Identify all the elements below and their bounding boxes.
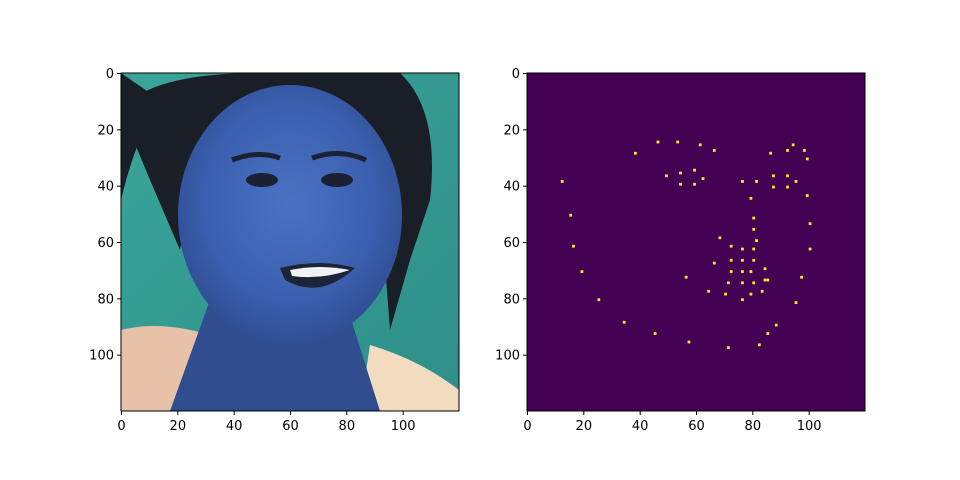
landmark-point [676, 140, 680, 144]
landmark-point [707, 289, 711, 293]
right-x-tick-label: 40 [632, 419, 649, 434]
landmark-point [794, 301, 798, 304]
landmark-point [701, 177, 705, 181]
landmark-point [679, 182, 682, 186]
left-y-tick-label: 60 [97, 236, 114, 251]
landmark-point [726, 346, 730, 350]
left-x-tick-label: 20 [170, 419, 187, 434]
landmark-point [741, 258, 744, 262]
landmark-point [698, 143, 702, 147]
landmark-point [729, 244, 733, 248]
landmark-point [687, 340, 691, 344]
landmark-point [791, 143, 795, 147]
landmark-point [580, 270, 584, 273]
mask-background [527, 73, 865, 411]
landmark-point [808, 222, 812, 226]
left-axis-ticks: 0 20 40 60 80 100 0 20 40 60 80 100 [89, 67, 415, 434]
right-x-tick-label: 100 [797, 419, 822, 434]
landmark-point [752, 247, 756, 251]
landmark-point [749, 196, 753, 200]
landmark-point [656, 140, 660, 144]
landmark-point [766, 278, 770, 282]
landmark-point [729, 258, 733, 262]
landmark-point [665, 174, 668, 178]
landmark-point [774, 323, 778, 327]
left-x-tick-label: 80 [339, 419, 356, 434]
left-y-tick-label: 20 [97, 123, 114, 138]
landmark-point [684, 275, 688, 279]
right-y-tick-label: 0 [512, 67, 520, 82]
right-y-tick-label: 80 [503, 292, 520, 307]
left-y-tick-label: 40 [97, 180, 114, 195]
landmark-point [622, 320, 626, 324]
landmark-point [726, 281, 730, 285]
left-x-tick-label: 40 [226, 419, 243, 434]
landmark-point [712, 261, 716, 265]
landmark-point [769, 151, 773, 155]
landmark-point [752, 216, 756, 220]
landmark-point [763, 278, 767, 282]
left-y-tick-label: 100 [89, 349, 114, 364]
left-y-tick-label: 0 [106, 67, 114, 82]
face-photo [121, 73, 459, 411]
right-axis-ticks: 0 20 40 60 80 100 0 20 40 60 80 100 [495, 67, 821, 434]
landmark-point [572, 244, 575, 248]
landmark-point [712, 149, 716, 152]
landmark-point [786, 185, 789, 189]
landmark-point [693, 168, 696, 172]
right-y-tick-label: 40 [503, 180, 520, 195]
right-y-tick-label: 100 [495, 349, 520, 364]
landmark-point [800, 275, 804, 279]
left-x-tick-label: 100 [391, 419, 416, 434]
landmark-point [757, 343, 761, 347]
landmark-point [766, 332, 770, 335]
landmark-point [749, 270, 753, 273]
left-y-tick-label: 80 [97, 292, 114, 307]
landmark-point [569, 213, 573, 217]
landmark-point [749, 292, 753, 296]
left-image-panel: 0 20 40 60 80 100 0 20 40 60 80 100 [89, 67, 460, 434]
right-x-tick-label: 0 [523, 419, 531, 434]
landmark-point [741, 247, 744, 251]
landmark-points [560, 140, 812, 350]
landmark-point [786, 174, 789, 178]
landmark-point [805, 194, 809, 197]
landmark-point [741, 270, 744, 273]
landmark-point [741, 298, 744, 302]
right-y-tick-label: 20 [503, 123, 520, 138]
landmark-point [724, 292, 727, 296]
landmark-point [786, 149, 789, 152]
landmark-point [763, 267, 767, 271]
landmark-point [794, 180, 798, 183]
landmark-point [755, 239, 758, 242]
landmark-point [597, 298, 601, 302]
right-x-tick-label: 80 [745, 419, 762, 434]
landmark-point [653, 332, 657, 335]
landmark-point [772, 174, 775, 178]
landmark-point [741, 180, 744, 183]
landmark-point [805, 157, 809, 161]
landmark-point [803, 149, 806, 152]
right-x-tick-label: 20 [576, 419, 593, 434]
left-x-tick-label: 60 [282, 419, 299, 434]
landmark-point [772, 185, 775, 189]
landmark-point [679, 171, 682, 175]
right-heatmap-panel: 0 20 40 60 80 100 0 20 40 60 80 100 [495, 67, 866, 434]
landmark-point [752, 281, 756, 285]
landmark-point [693, 182, 696, 186]
right-x-tick-label: 60 [688, 419, 705, 434]
right-y-tick-label: 60 [503, 236, 520, 251]
landmark-point [729, 270, 733, 273]
landmark-point [718, 236, 722, 240]
landmark-point [560, 180, 564, 183]
left-x-tick-label: 0 [117, 419, 125, 434]
landmark-point [634, 151, 637, 155]
landmark-point [760, 289, 764, 293]
landmark-point [808, 247, 812, 251]
landmark-point [741, 281, 744, 285]
landmark-point [752, 258, 756, 262]
landmark-point [755, 180, 758, 183]
landmark-point [752, 227, 756, 231]
